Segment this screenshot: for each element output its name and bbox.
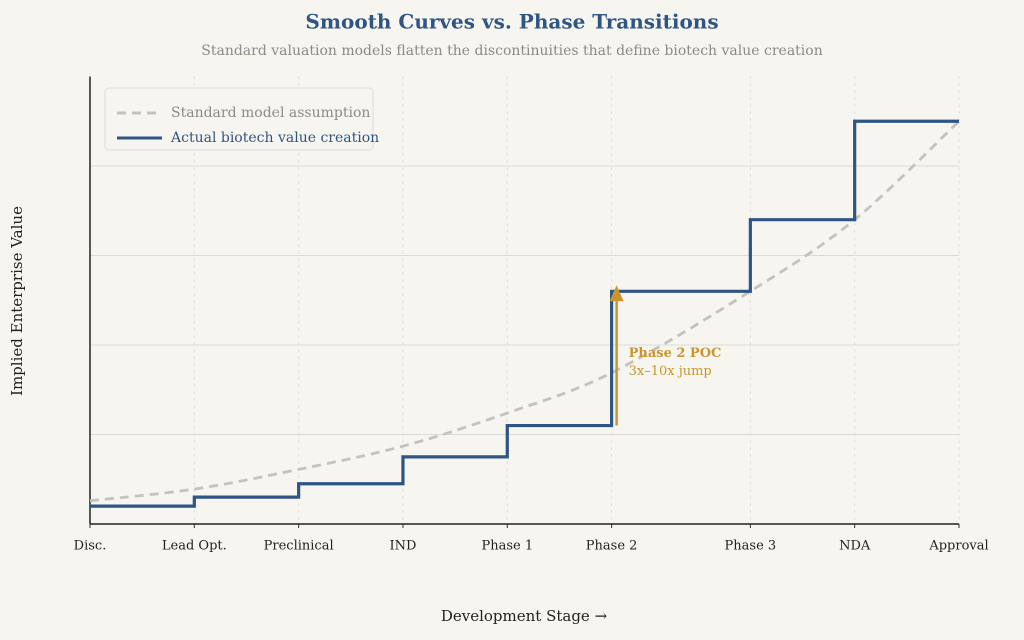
x-tick-label: IND bbox=[389, 539, 416, 554]
series-line bbox=[89, 120, 960, 503]
annotation-text: 3x–10x jump bbox=[629, 364, 712, 379]
legend-box bbox=[104, 87, 374, 151]
legend-label: Standard model assumption bbox=[171, 105, 370, 121]
y-axis-label: Implied Enterprise Value bbox=[8, 206, 26, 396]
chart-title: Smooth Curves vs. Phase Transitions bbox=[305, 10, 718, 34]
x-tick-label: Preclinical bbox=[264, 539, 334, 554]
x-tick-label: Phase 2 bbox=[586, 539, 638, 554]
x-tick-label: Lead Opt. bbox=[162, 539, 227, 554]
x-tick-label: Phase 1 bbox=[481, 539, 533, 554]
annotation-title: Phase 2 POC bbox=[629, 346, 722, 361]
x-tick-label: Disc. bbox=[74, 539, 107, 554]
x-axis-label: Development Stage → bbox=[441, 607, 608, 625]
x-tick-label: NDA bbox=[839, 539, 871, 554]
x-tick-label: Approval bbox=[928, 539, 988, 554]
series-line bbox=[90, 119, 959, 508]
chart-subtitle: Standard valuation models flatten the di… bbox=[201, 43, 822, 59]
legend-label: Actual biotech value creation bbox=[170, 130, 379, 146]
x-tick-label: Phase 3 bbox=[725, 539, 777, 554]
arrow-head bbox=[609, 285, 624, 302]
